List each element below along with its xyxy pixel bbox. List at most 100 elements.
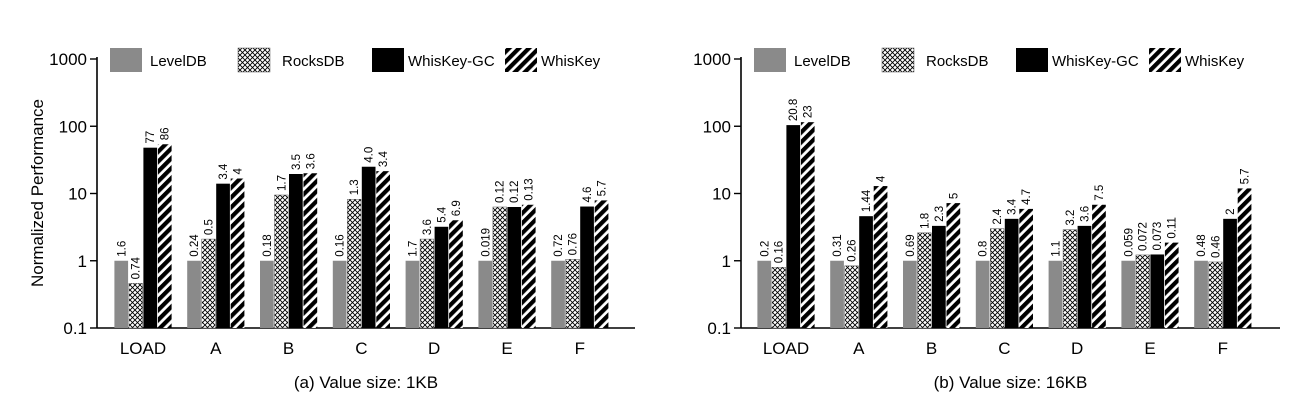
data-label-whiskey-gc-d: 5.4: [436, 206, 448, 223]
x-tick-label: A: [210, 339, 222, 358]
data-label-leveldb-d: 1.7: [407, 241, 419, 257]
y-tick-label: 10: [712, 185, 731, 204]
data-label-rocksdb-d: 3.2: [1065, 210, 1077, 226]
data-label-leveldb-e: 0.059: [1123, 228, 1135, 257]
legend-swatch-rocksdb: [237, 47, 271, 73]
legend-label-whiskey: WhisKey: [1185, 53, 1245, 70]
bar-rocksdb-c: [347, 199, 362, 329]
bar-whiskey-d: [1092, 204, 1106, 328]
bar-whiskey-gc-b: [289, 173, 303, 328]
bar-whiskey-gc-a: [216, 183, 230, 328]
y-tick-label: 1: [722, 252, 731, 271]
bar-whiskey-gc-a: [859, 216, 873, 328]
legend-swatch-whiskey-gc: [1016, 48, 1048, 72]
bar-rocksdb-f: [1208, 261, 1223, 329]
data-label-whiskey-f: 5.7: [597, 180, 609, 196]
data-label-whiskey-b: 5: [948, 193, 960, 199]
y-tick-label: 100: [703, 117, 731, 136]
data-label-leveldb-b: 0.69: [905, 234, 917, 256]
data-label-whiskey-gc-e: 0.073: [1152, 222, 1164, 251]
bar-leveldb-a: [830, 260, 844, 328]
x-tick-label: C: [998, 339, 1010, 358]
bar-whiskey-gc-load: [786, 125, 801, 328]
x-tick-label: D: [1071, 339, 1083, 358]
chart-title: (b) Value size: 16KB: [934, 373, 1088, 392]
data-label-leveldb-c: 0.16: [335, 234, 347, 256]
bar-leveldb-b: [260, 260, 274, 328]
bar-whiskey-b: [946, 203, 961, 328]
bar-leveldb-load: [757, 260, 772, 328]
bar-rocksdb-e: [1135, 254, 1150, 329]
bar-leveldb-a: [187, 260, 201, 328]
bar-whiskey-gc-c: [361, 166, 376, 328]
data-label-rocksdb-c: 1.3: [349, 179, 361, 195]
bar-whiskey-gc-e: [507, 206, 522, 328]
bar-leveldb-f: [551, 260, 565, 328]
bar-whiskey-b: [303, 173, 318, 328]
bar-rocksdb-a: [844, 265, 859, 329]
y-tick-label: 0.1: [63, 319, 87, 338]
data-label-rocksdb-c: 2.4: [992, 208, 1004, 225]
bar-rocksdb-e: [492, 206, 507, 329]
data-label-rocksdb-f: 0.76: [568, 233, 580, 255]
data-label-whiskey-f: 5.7: [1240, 168, 1252, 184]
data-label-leveldb-load: 1.6: [116, 241, 128, 257]
bar-whiskey-gc-f: [1223, 218, 1237, 328]
data-label-rocksdb-b: 1.8: [919, 213, 931, 229]
legend-swatch-whiskey: [505, 48, 537, 72]
legend-swatch-whiskey-gc: [372, 48, 404, 72]
data-label-whiskey-gc-c: 4.0: [364, 147, 376, 163]
data-label-whiskey-a: 4: [876, 175, 888, 182]
data-label-leveldb-d: 1.1: [1050, 241, 1062, 257]
bar-leveldb-c: [975, 260, 990, 328]
bar-rocksdb-b: [274, 194, 289, 329]
legend-swatch-rocksdb: [881, 47, 915, 73]
bar-whiskey-a: [230, 178, 245, 328]
bar-whiskey-a: [873, 186, 888, 328]
bar-leveldb-load: [114, 260, 129, 328]
bar-whiskey-load: [800, 122, 815, 329]
y-tick-label: 1000: [693, 50, 731, 69]
data-label-whiskey-gc-e: 0.12: [509, 181, 521, 203]
bar-rocksdb-f: [565, 259, 580, 329]
x-tick-label: E: [501, 339, 512, 358]
legend-label-whiskey-gc: WhisKey-GC: [1052, 53, 1139, 70]
legend-swatch-whiskey: [1149, 48, 1181, 72]
data-label-whiskey-d: 6.9: [451, 200, 463, 216]
legend-label-leveldb: LevelDB: [794, 53, 851, 70]
data-label-whiskey-e: 0.13: [524, 178, 536, 200]
data-label-whiskey-gc-f: 4.6: [582, 187, 594, 203]
y-axis-label: Normalized Performance: [28, 99, 47, 287]
data-label-whiskey-c: 3.4: [378, 151, 390, 168]
legend-label-whiskey-gc: WhisKey-GC: [408, 53, 495, 70]
data-label-rocksdb-a: 0.5: [204, 219, 216, 235]
data-label-whiskey-c: 4.7: [1021, 189, 1033, 205]
bar-whiskey-gc-load: [143, 147, 158, 328]
legend-label-whiskey: WhisKey: [541, 53, 601, 70]
data-label-rocksdb-a: 0.26: [847, 239, 859, 261]
y-tick-label: 10: [68, 185, 87, 204]
bar-whiskey-c: [1019, 208, 1033, 328]
x-tick-label: C: [355, 339, 367, 358]
data-label-leveldb-b: 0.18: [262, 234, 274, 256]
bar-whiskey-gc-f: [580, 206, 594, 328]
x-tick-label: LOAD: [120, 339, 166, 358]
bar-whiskey-e: [1164, 242, 1179, 328]
bar-leveldb-e: [478, 260, 493, 328]
x-tick-label: F: [1218, 339, 1228, 358]
x-tick-label: D: [428, 339, 440, 358]
y-tick-label: 1: [78, 252, 87, 271]
x-tick-label: B: [926, 339, 937, 358]
bar-rocksdb-d: [1062, 229, 1078, 329]
legend-label-rocksdb: RocksDB: [926, 53, 989, 70]
data-label-whiskey-load: 23: [803, 105, 815, 118]
data-label-rocksdb-d: 3.6: [422, 219, 434, 235]
bar-rocksdb-load: [771, 267, 786, 329]
data-label-rocksdb-e: 0.12: [495, 181, 507, 203]
bar-whiskey-gc-e: [1150, 254, 1165, 328]
data-label-whiskey-gc-b: 3.5: [291, 154, 303, 170]
bar-leveldb-e: [1121, 260, 1136, 328]
bar-whiskey-c: [376, 171, 390, 328]
